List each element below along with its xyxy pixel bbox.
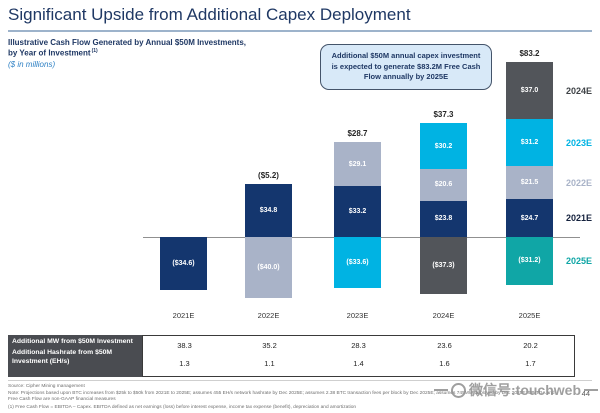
table-value: 20.2 [523, 341, 538, 350]
bar-segment-2023E: $31.2 [506, 118, 553, 167]
table-row-label-hashrate: Additional Hashrate from $50M Investment… [12, 349, 113, 365]
bar-segment-value: $37.0 [520, 87, 539, 95]
legend-item-2021E: 2021E [566, 213, 593, 224]
x-axis-label: 2025E [518, 311, 541, 320]
bar-total-label: $83.2 [519, 49, 540, 59]
footnote-note: Note: Projections based upon BTC increas… [8, 391, 555, 403]
table-value: 1.7 [525, 359, 536, 368]
footnote-reference: (1) [91, 48, 98, 55]
chart-subtitle-line2: by Year of Investment [8, 49, 91, 59]
x-axis-label: 2023E [346, 311, 369, 320]
metrics-table-row-labels: Additional MW from $50M Investment Addit… [8, 335, 142, 377]
bar-segment-2022E: $21.5 [506, 166, 553, 200]
table-value: 1.4 [353, 359, 364, 368]
legend-item-2025E: 2025E [566, 255, 593, 266]
bar-segment-2025E: ($31.2) [506, 237, 553, 285]
bar-segment-value: ($31.2) [518, 257, 541, 265]
bar-segment-2021E: $33.2 [334, 186, 381, 237]
bar-total-label: $28.7 [347, 128, 368, 138]
page-number: 44 [581, 389, 590, 398]
table-value: 28.3 [351, 341, 366, 350]
watermark-dash-icon [434, 389, 448, 391]
x-axis-label: 2024E [432, 311, 455, 320]
bar-segment-2022E: ($40.0) [245, 237, 292, 299]
bar-segment-2022E: $20.6 [420, 169, 467, 201]
legend-item-2022E: 2022E [566, 177, 593, 188]
bar-segment-value: $24.7 [520, 214, 539, 222]
bar-segment-2021E: $23.8 [420, 200, 467, 237]
bar-total-label: $37.3 [433, 110, 454, 120]
bar-segment-2023E: $30.2 [420, 123, 467, 170]
callout-box: Additional $50M annual capex investment … [320, 44, 492, 90]
table-value: 35.2 [262, 341, 277, 350]
units-note: ($ in millions) [8, 60, 56, 69]
bar-segment-2021E: $34.8 [245, 183, 292, 237]
table-value: 1.6 [439, 359, 450, 368]
x-axis-label: 2021E [172, 311, 195, 320]
slide-title: Significant Upside from Additional Capex… [8, 5, 411, 24]
chart-subtitle: Illustrative Cash Flow Generated by Annu… [8, 38, 246, 59]
table-row-label-mw: Additional MW from $50M Investment [12, 338, 133, 345]
bar-total-label: ($5.2) [258, 170, 279, 180]
x-axis-label: 2022E [257, 311, 280, 320]
bar-segment-value: $21.5 [520, 179, 539, 187]
bar-segment-value: $29.1 [348, 160, 367, 168]
watermark-text: 微信号:touchweb [469, 382, 581, 398]
bar-segment-value: ($37.3) [432, 261, 455, 269]
bar-segment-2024E: $37.0 [506, 62, 553, 119]
footer-divider-rule [8, 380, 592, 381]
table-value: 1.1 [264, 359, 275, 368]
table-value: 23.6 [437, 341, 452, 350]
bar-segment-value: $30.2 [434, 142, 453, 150]
bar-segment-value: $33.2 [348, 208, 367, 216]
legend-item-2024E: 2024E [566, 85, 593, 96]
legend-item-2023E: 2023E [566, 137, 593, 148]
bar-segment-2021E: ($34.6) [160, 237, 207, 290]
watermark-logo-icon [451, 382, 466, 398]
bar-segment-value: ($34.6) [172, 259, 195, 267]
watermark-dash-icon [584, 389, 598, 391]
wechat-watermark: 微信号:touchweb [434, 380, 598, 400]
table-value: 38.3 [177, 341, 192, 350]
bar-segment-value: $23.8 [434, 215, 453, 223]
bar-segment-value: $20.6 [434, 181, 453, 189]
bar-segment-2024E: ($37.3) [420, 237, 467, 294]
table-value: 1.3 [179, 359, 190, 368]
bar-segment-value: $34.8 [259, 206, 278, 214]
metrics-table-values: 38.3 35.2 28.3 23.6 20.2 1.3 1.1 1.4 1.6 1.7 [142, 335, 575, 377]
footnotes: Source: Cipher Mining management Note: P… [8, 384, 560, 412]
bar-segment-value: $31.2 [520, 139, 539, 147]
bar-segment-2023E: ($33.6) [334, 237, 381, 289]
bar-segment-value: ($40.0) [257, 264, 280, 272]
bar-segment-value: ($33.6) [346, 259, 369, 267]
bar-segment-2022E: $29.1 [334, 141, 381, 187]
chart-subtitle-line1: Illustrative Cash Flow Generated by Annu… [8, 38, 246, 47]
bar-segment-2021E: $24.7 [506, 199, 553, 237]
title-divider-rule [8, 30, 592, 32]
footnote-1: (1) Free Cash Flow = EBITDA – Capex. EBI… [8, 404, 357, 410]
footnote-source: Source: Cipher Mining management [8, 384, 85, 389]
